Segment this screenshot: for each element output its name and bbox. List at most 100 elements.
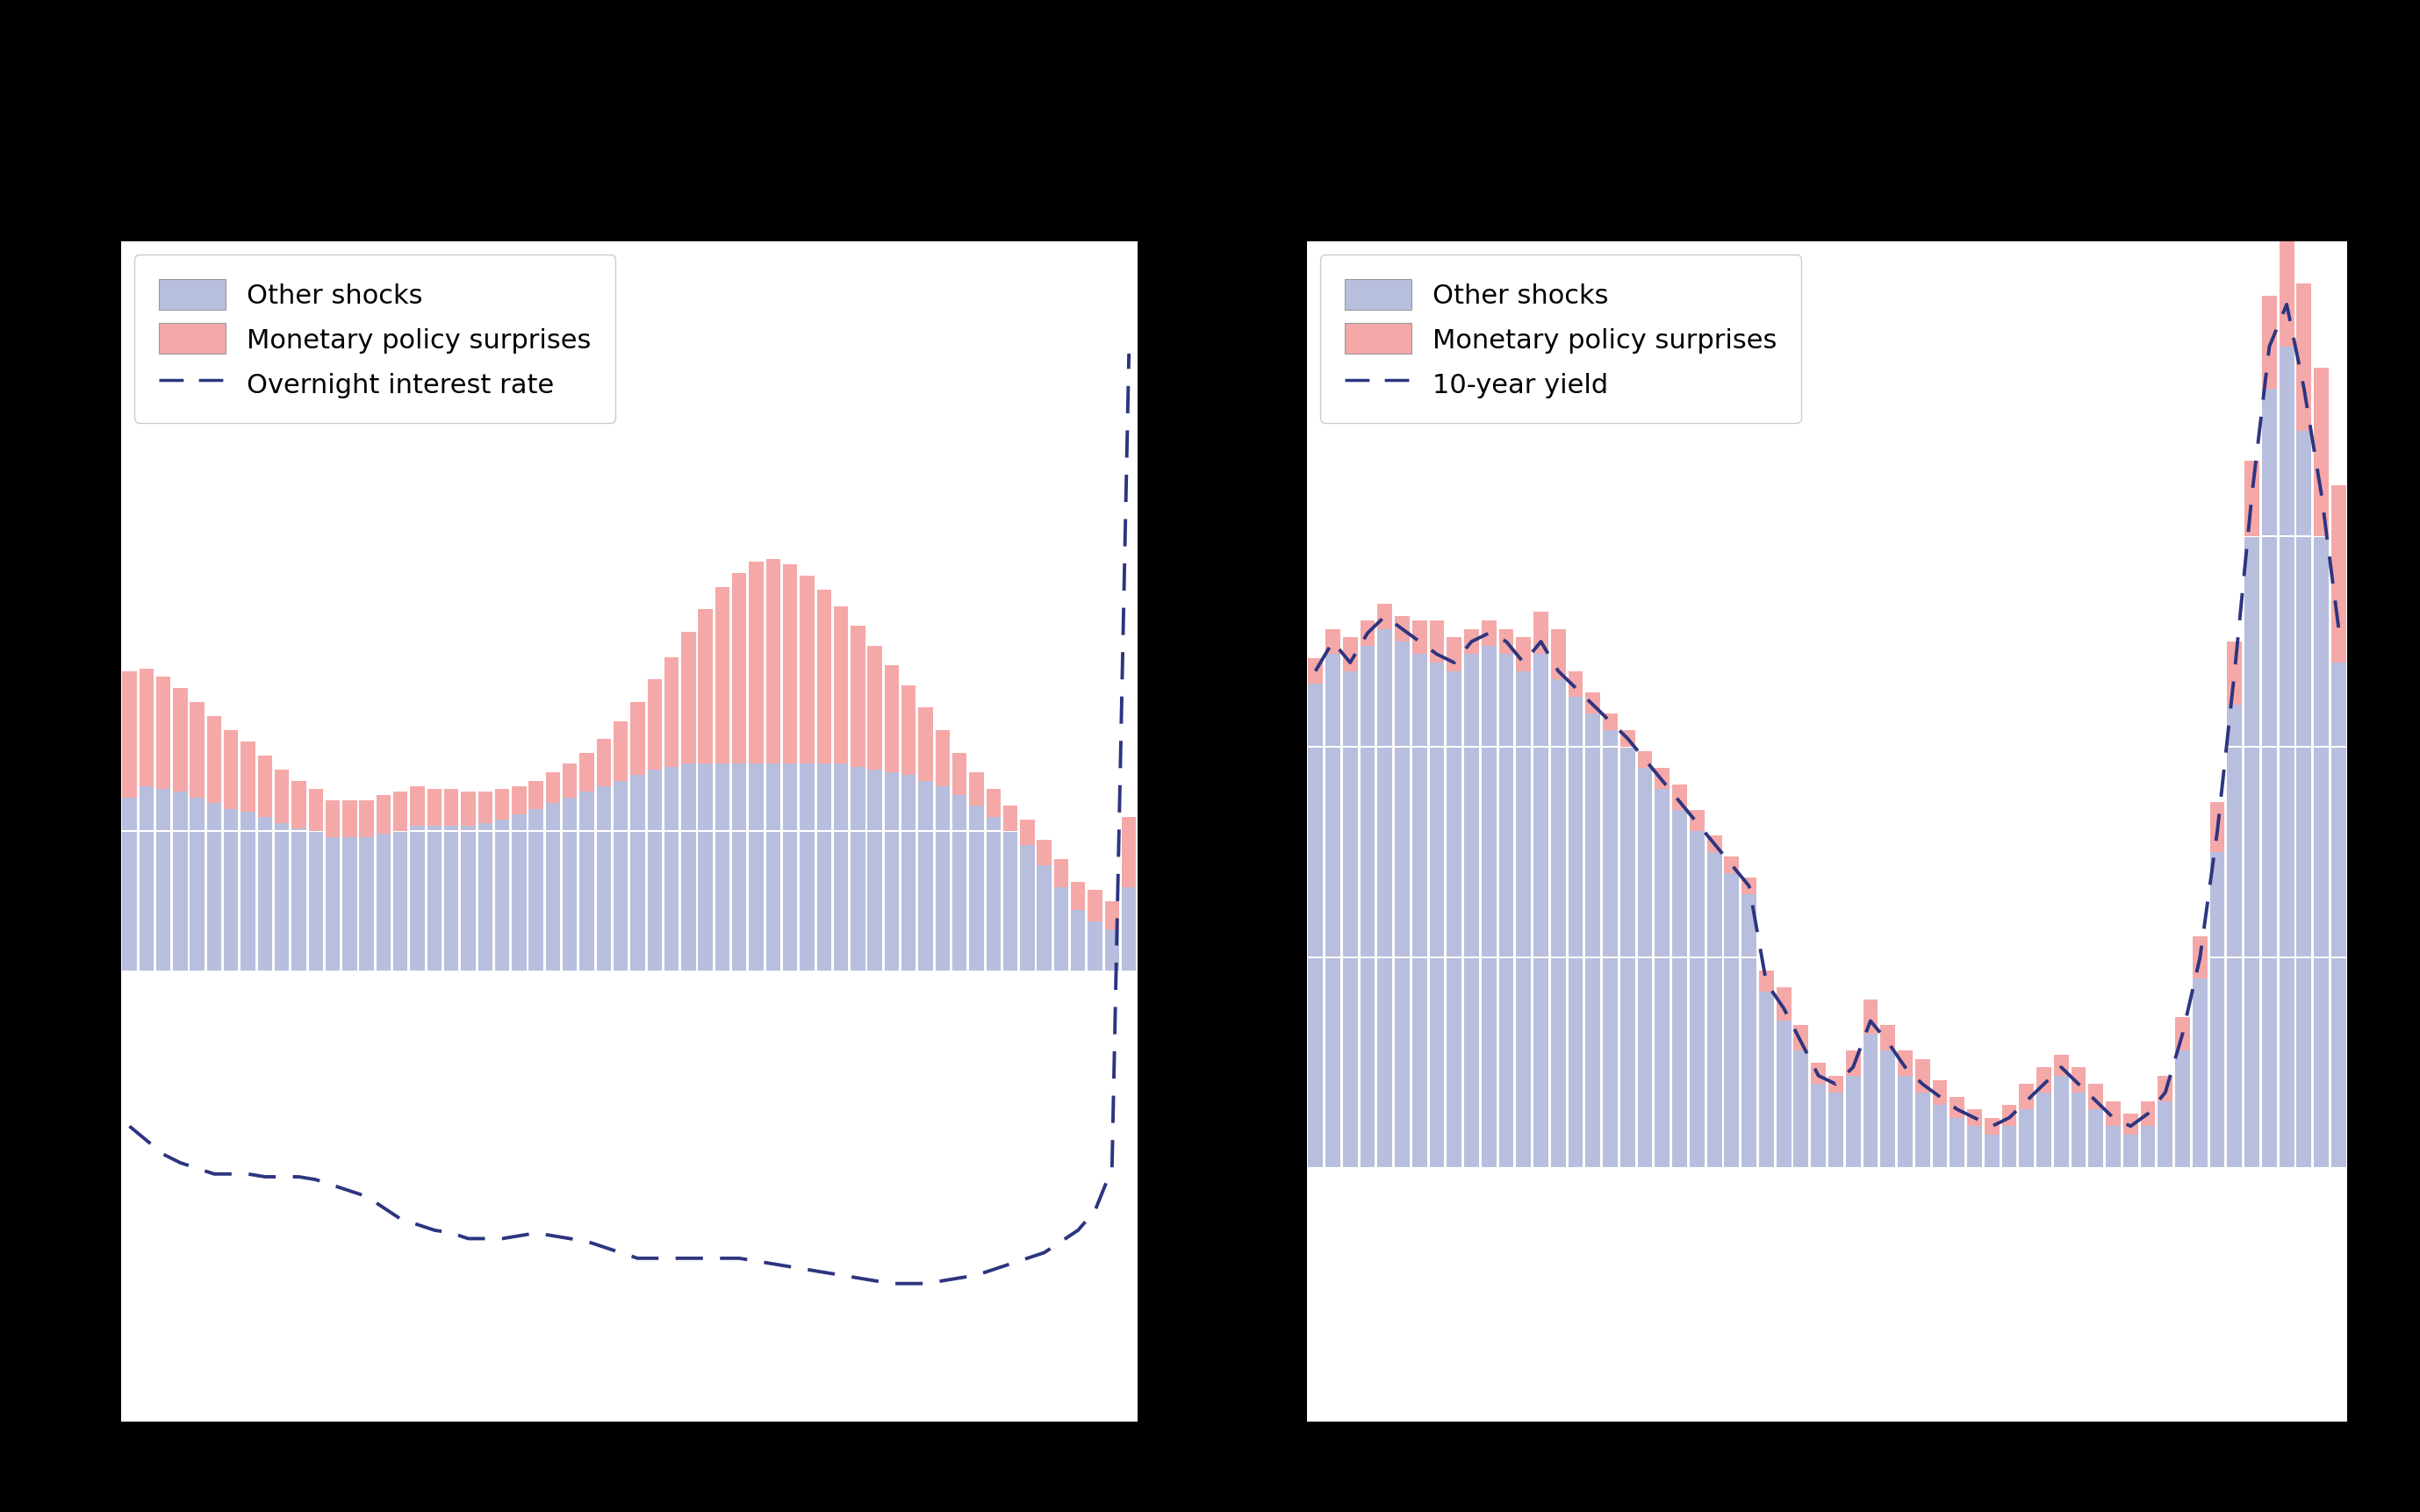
Bar [1498, 655, 1512, 1169]
Bar [1568, 671, 1583, 697]
Bar [2072, 1067, 2086, 1093]
Bar [2209, 803, 2224, 853]
Bar [1464, 655, 1479, 1169]
Bar [1846, 1051, 1861, 1077]
Bar [140, 668, 152, 786]
Bar [733, 764, 745, 972]
Bar [1464, 629, 1479, 655]
Bar [2176, 1051, 2190, 1169]
Bar [869, 770, 881, 972]
Bar [1004, 832, 1016, 972]
Bar [191, 703, 203, 798]
Bar [2001, 1105, 2016, 1126]
Bar [2038, 1093, 2052, 1169]
Bar [259, 818, 271, 972]
Bar [513, 815, 525, 972]
Bar [411, 786, 423, 826]
Bar [1377, 629, 1391, 1169]
Bar [1655, 768, 1670, 789]
Bar [615, 723, 627, 782]
Bar [462, 826, 474, 972]
Bar [378, 835, 390, 972]
Bar [2159, 1077, 2173, 1101]
Bar [1123, 818, 1135, 888]
Bar [818, 764, 830, 972]
Bar [394, 792, 407, 832]
Bar [1481, 621, 1496, 646]
Bar [2055, 1055, 2069, 1077]
Bar [1759, 992, 1774, 1169]
Bar [869, 646, 881, 770]
Bar [1343, 671, 1358, 1169]
Bar [564, 764, 576, 798]
Bar [784, 764, 796, 972]
Bar [310, 789, 322, 832]
Bar [310, 832, 322, 972]
Bar [1055, 860, 1067, 888]
Bar [496, 789, 508, 821]
Legend: Other shocks, Monetary policy surprises, Overnight interest rate: Other shocks, Monetary policy surprises,… [136, 256, 615, 423]
Bar [496, 821, 508, 972]
Bar [767, 559, 779, 764]
Bar [2018, 1084, 2033, 1110]
Bar [1430, 664, 1445, 1169]
Bar [750, 562, 762, 764]
Bar [1498, 629, 1512, 655]
Bar [1897, 1051, 1912, 1077]
Bar [2314, 537, 2328, 1169]
Bar [445, 826, 457, 972]
Bar [2193, 980, 2207, 1169]
Bar [1672, 785, 1687, 810]
Bar [2330, 487, 2345, 664]
Bar [1106, 930, 1118, 972]
Bar [903, 776, 915, 972]
Bar [513, 786, 525, 815]
Bar [1793, 1025, 1808, 1051]
Bar [632, 776, 644, 972]
Bar [1810, 1063, 1825, 1084]
Bar [987, 789, 999, 818]
Bar [987, 818, 999, 972]
Bar [1568, 697, 1583, 1169]
Bar [1725, 857, 1740, 874]
Bar [733, 573, 745, 764]
Bar [2018, 1110, 2033, 1169]
Bar [2297, 284, 2311, 431]
Bar [2001, 1126, 2016, 1169]
Bar [1021, 845, 1033, 972]
Bar [1534, 612, 1549, 655]
Bar [157, 677, 169, 789]
Bar [598, 739, 610, 786]
Bar [2297, 431, 2311, 1169]
Bar [2280, 348, 2294, 1169]
Bar [1602, 730, 1617, 1169]
Bar [225, 809, 237, 972]
Bar [1880, 1051, 1895, 1169]
Legend: Other shocks, Monetary policy surprises, 10-year yield: Other shocks, Monetary policy surprises,… [1321, 256, 1800, 423]
Bar [327, 838, 339, 972]
Bar [479, 792, 491, 823]
Bar [1951, 1117, 1965, 1169]
Bar [428, 789, 440, 826]
Bar [1638, 768, 1653, 1169]
Bar [2072, 1093, 2086, 1169]
Bar [801, 576, 813, 764]
Bar [784, 565, 796, 764]
Bar [157, 789, 169, 972]
Bar [1089, 891, 1101, 921]
Bar [699, 764, 711, 972]
Bar [1038, 841, 1050, 865]
Bar [1742, 895, 1757, 1169]
Bar [1638, 751, 1653, 768]
Bar [1742, 878, 1757, 895]
Bar [2246, 537, 2260, 1169]
Bar [767, 764, 779, 972]
Bar [1360, 646, 1375, 1169]
Bar [1106, 901, 1118, 930]
Bar [2226, 643, 2241, 705]
Bar [1343, 638, 1358, 671]
Bar [1394, 643, 1408, 1169]
Bar [1759, 971, 1774, 992]
Bar [1951, 1098, 1965, 1117]
Bar [123, 798, 136, 972]
